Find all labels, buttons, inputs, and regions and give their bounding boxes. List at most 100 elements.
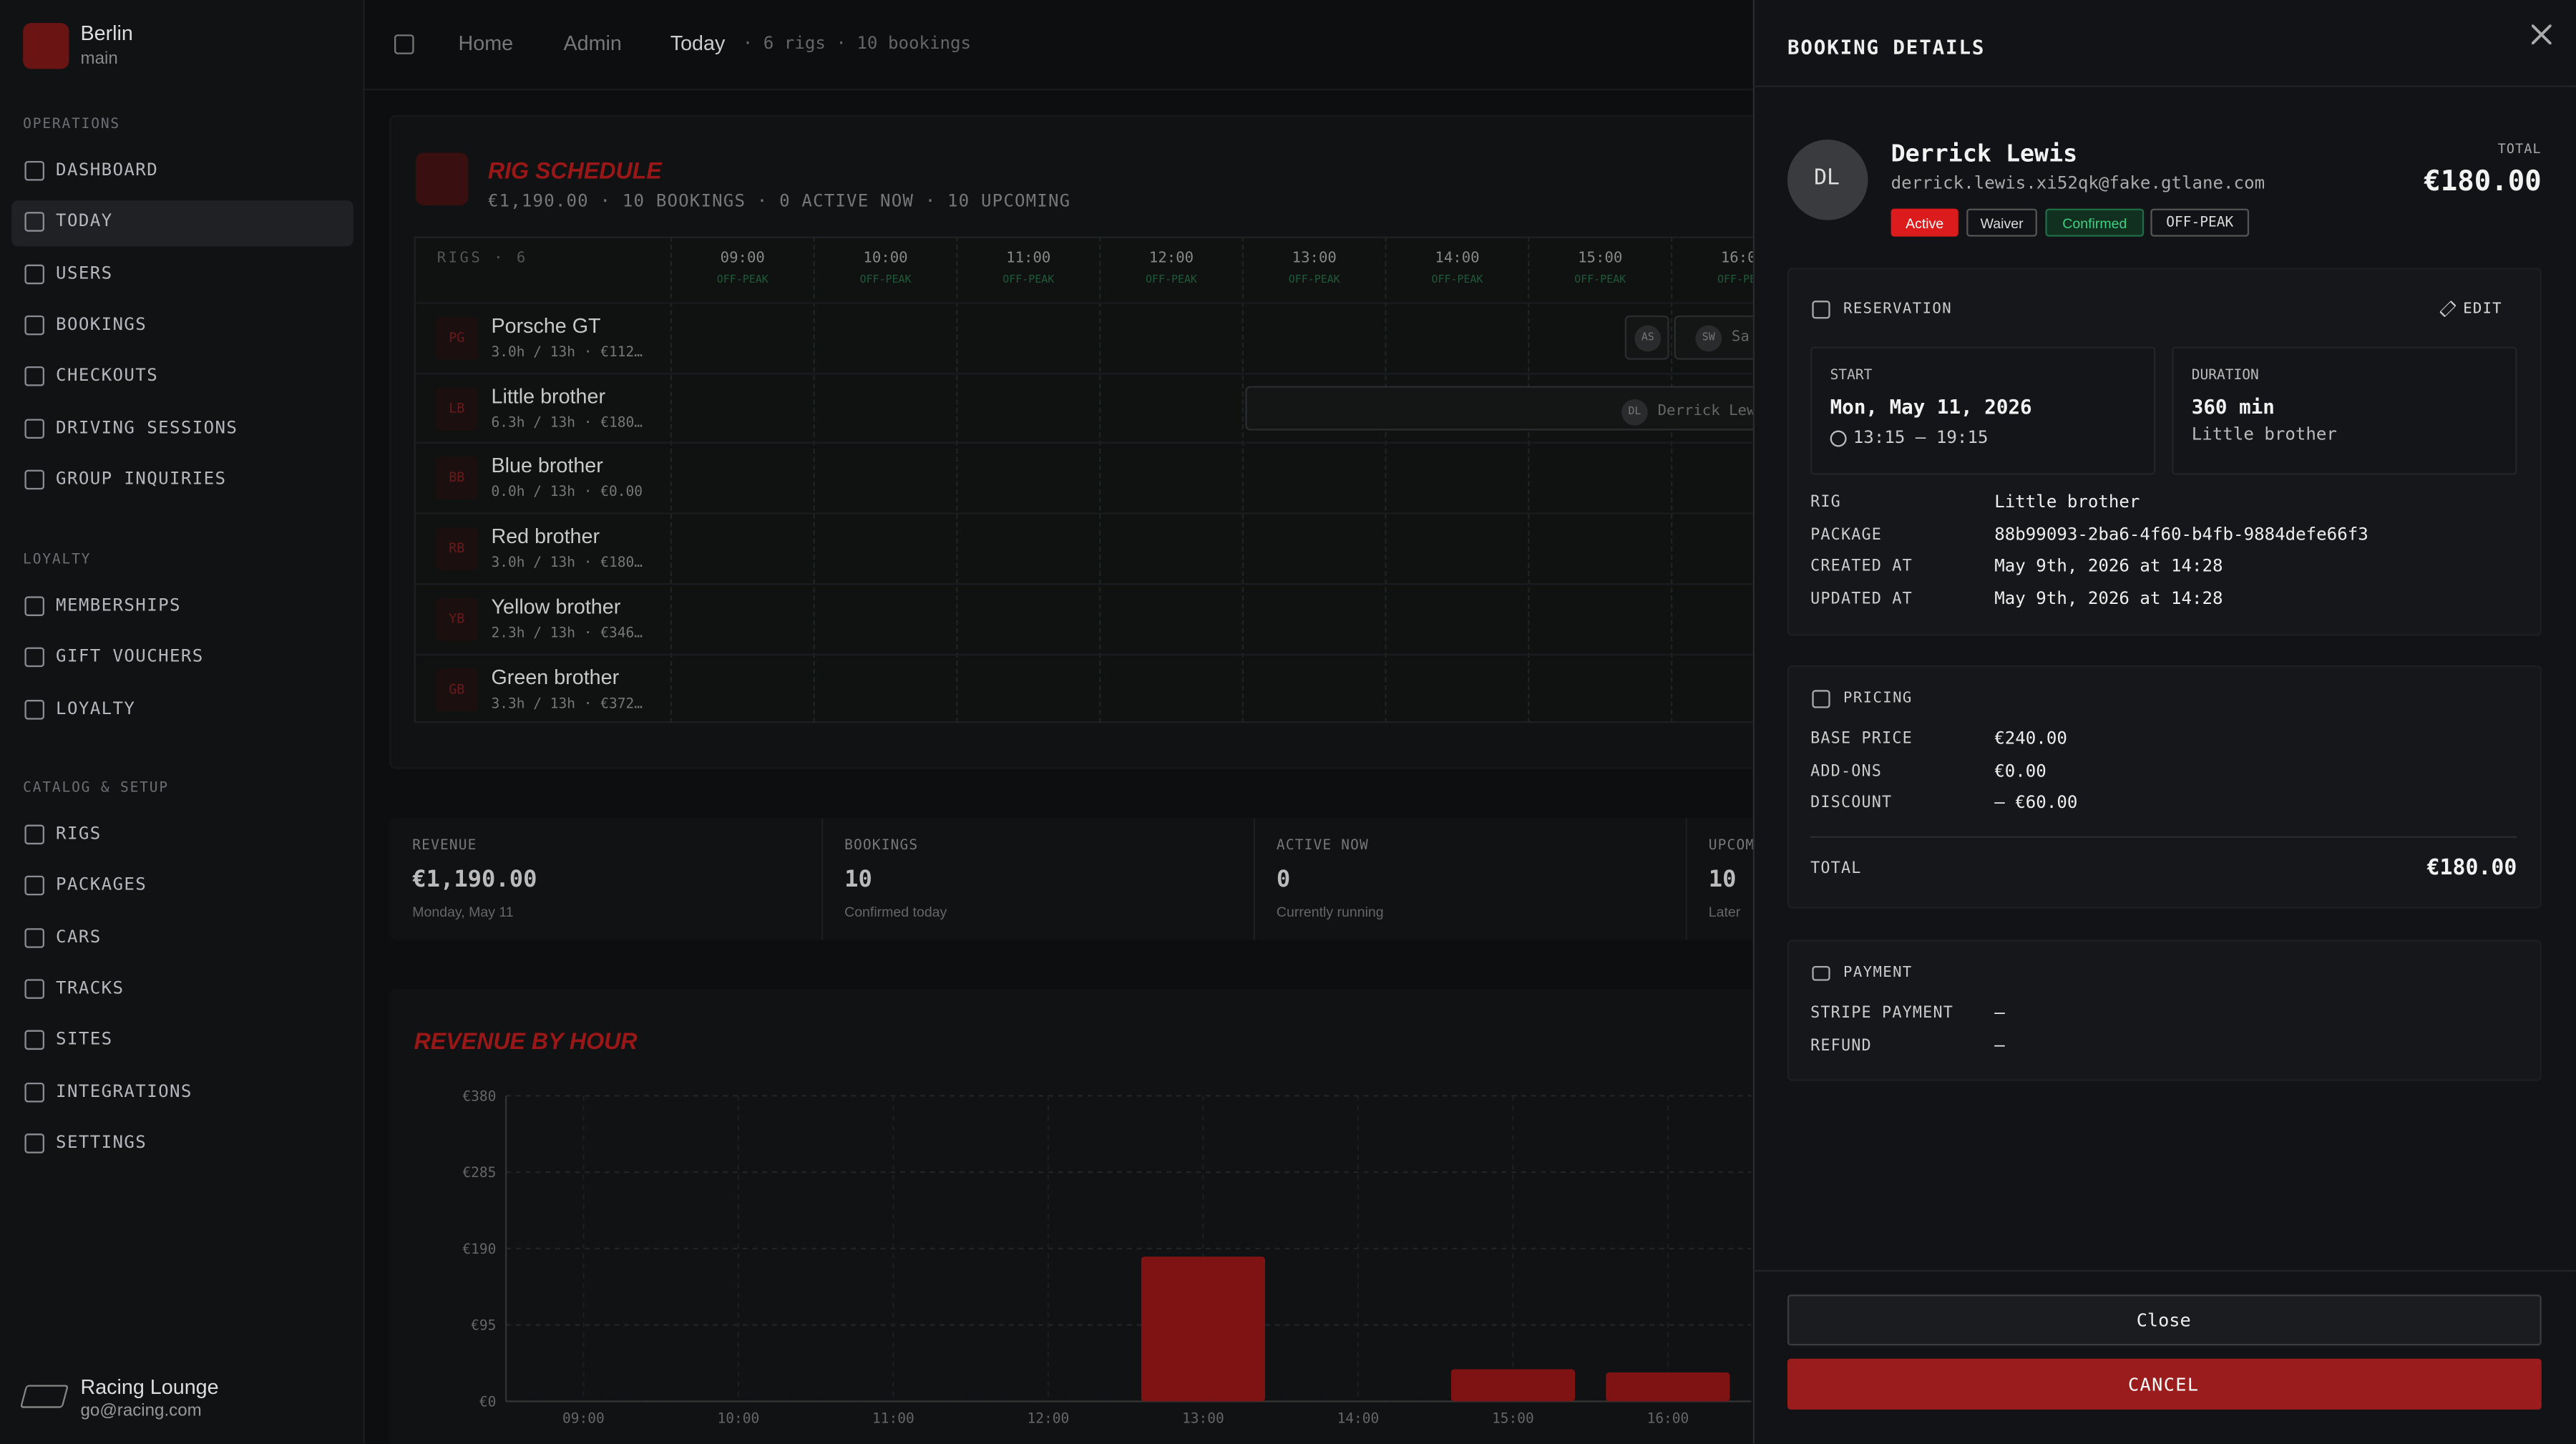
close-button-label[interactable]: Close xyxy=(2136,1309,2191,1331)
nav-item[interactable]: PACKAGES xyxy=(56,875,147,896)
duration-label: DURATION xyxy=(2191,368,2259,385)
nav-icon xyxy=(24,1081,44,1102)
edit-button[interactable]: EDIT xyxy=(2463,301,2502,318)
schedule-icon xyxy=(415,152,469,205)
nav-item[interactable]: LOYALTY xyxy=(56,698,136,718)
x-tick-label: 16:00 xyxy=(1647,1410,1689,1426)
duration-value: 360 min xyxy=(2191,395,2275,419)
nav-item[interactable]: CARS xyxy=(56,927,102,947)
booking-block[interactable] xyxy=(1245,385,1771,430)
bar xyxy=(1141,1257,1266,1402)
account-name[interactable]: Racing Lounge xyxy=(80,1375,219,1399)
cancel-button[interactable] xyxy=(1787,1358,2542,1410)
nav-item[interactable]: SITES xyxy=(56,1030,113,1050)
hour-time: 10:00 xyxy=(863,250,908,268)
badge xyxy=(2150,208,2250,237)
hour-time: 11:00 xyxy=(1006,250,1051,268)
stat-value: 10 xyxy=(1708,867,1737,894)
start-date: Mon, May 11, 2026 xyxy=(1830,395,2032,419)
nav-icon xyxy=(24,979,44,999)
sidebar-toggle[interactable] xyxy=(394,34,414,54)
nav-item[interactable]: GROUP INQUIRIES xyxy=(56,469,227,489)
stat-label: ACTIVE NOW xyxy=(1276,837,1369,854)
rig-badge xyxy=(435,387,479,430)
rig-row xyxy=(414,582,1778,585)
total-row-value: €180.00 xyxy=(2426,856,2517,882)
hour-tag: OFF-PEAK xyxy=(859,273,912,286)
nav-item[interactable]: INTEGRATIONS xyxy=(56,1081,192,1101)
nav-item[interactable]: RIGS xyxy=(56,824,102,844)
stat-divider xyxy=(1253,818,1256,940)
nav-item[interactable]: GIFT VOUCHERS xyxy=(56,647,204,668)
nav-item[interactable]: TODAY xyxy=(56,212,113,232)
row-label: ADD-ONS xyxy=(1810,762,1883,781)
nav-item[interactable]: BOOKINGS xyxy=(56,314,147,335)
close-button[interactable] xyxy=(1787,1294,2542,1346)
breadcrumb-item[interactable]: Admin xyxy=(563,31,622,55)
nav-item[interactable]: SETTINGS xyxy=(56,1133,147,1153)
cancel-button-label[interactable]: CANCEL xyxy=(2127,1373,2200,1395)
rig-initials: PG xyxy=(449,330,465,346)
row-label: UPDATED AT xyxy=(1810,590,1913,609)
bar xyxy=(1606,1372,1730,1402)
row-value: 88b99093-2ba6-4f60-b4fb-9884defe66f3 xyxy=(1994,525,2368,545)
close-icon[interactable] xyxy=(2532,24,2552,44)
row-label: STRIPE PAYMENT xyxy=(1810,1004,1954,1023)
total-value: €180.00 xyxy=(2424,165,2542,199)
hour-line xyxy=(1241,236,1244,723)
stat-divider xyxy=(1685,818,1687,940)
row-value: – €60.00 xyxy=(1994,794,2078,814)
rig-initials: RB xyxy=(449,541,465,556)
hour-line xyxy=(1670,236,1673,723)
nav-item[interactable]: USERS xyxy=(56,263,113,283)
nav-item[interactable]: MEMBERSHIPS xyxy=(56,595,181,616)
breadcrumb-item[interactable]: Home xyxy=(458,31,514,55)
stat-sub: Confirmed today xyxy=(844,903,947,920)
hour-time: 09:00 xyxy=(720,250,765,268)
clock-icon xyxy=(1830,430,1847,447)
nav-item[interactable]: DASHBOARD xyxy=(56,160,159,180)
hour-line xyxy=(1528,236,1530,723)
customer-name: Derrick Lewis xyxy=(1890,142,2078,168)
row-value: — xyxy=(1994,1035,2005,1055)
stat-value: 10 xyxy=(844,867,872,894)
row-value: May 9th, 2026 at 14:28 xyxy=(1994,557,2223,577)
stat-sub: Currently running xyxy=(1276,903,1384,920)
booking-chip[interactable] xyxy=(1624,315,1669,360)
rig-meta: 2.3h / 13h · €346… xyxy=(491,625,643,643)
rig-meta: 6.3h / 13h · €180… xyxy=(491,414,643,431)
row-label: BASE PRICE xyxy=(1810,730,1913,748)
section-card xyxy=(1787,665,2542,909)
start-label: START xyxy=(1830,368,1873,385)
stat-label: BOOKINGS xyxy=(844,837,919,854)
x-tick-label: 10:00 xyxy=(718,1410,760,1426)
y-tick-label: €285 xyxy=(462,1164,496,1181)
hour-time: 15:00 xyxy=(1578,250,1623,268)
booking-initials: SW xyxy=(1702,330,1715,344)
nav-icon xyxy=(24,212,44,233)
nav-icon xyxy=(24,1133,44,1153)
total-row-label: TOTAL xyxy=(1810,859,1862,878)
rig-name: Blue brother xyxy=(491,454,603,478)
x-tick-label: 09:00 xyxy=(562,1410,605,1426)
nav-icon xyxy=(24,876,44,896)
section-icon xyxy=(1812,301,1830,319)
total-label: TOTAL xyxy=(2497,141,2542,157)
schedule-title: RIG SCHEDULE xyxy=(487,157,662,184)
y-tick-label: €95 xyxy=(471,1317,496,1334)
nav-item[interactable]: DRIVING SESSIONS xyxy=(56,417,238,438)
badge-label: Waiver xyxy=(1980,214,2024,231)
nav-icon xyxy=(24,824,44,845)
stats-card xyxy=(389,818,1770,940)
nav-icon xyxy=(24,596,44,616)
rig-row xyxy=(414,512,1778,514)
rig-meta: 3.0h / 13h · €180… xyxy=(491,555,643,572)
nav-item[interactable]: TRACKS xyxy=(56,978,125,998)
workspace-name[interactable]: Berlin xyxy=(80,21,133,46)
row-label: DISCOUNT xyxy=(1810,794,1893,813)
bar xyxy=(1450,1369,1576,1402)
footer-divider xyxy=(1752,1269,2576,1272)
rig-row xyxy=(414,372,1778,374)
nav-item[interactable]: CHECKOUTS xyxy=(56,366,159,386)
